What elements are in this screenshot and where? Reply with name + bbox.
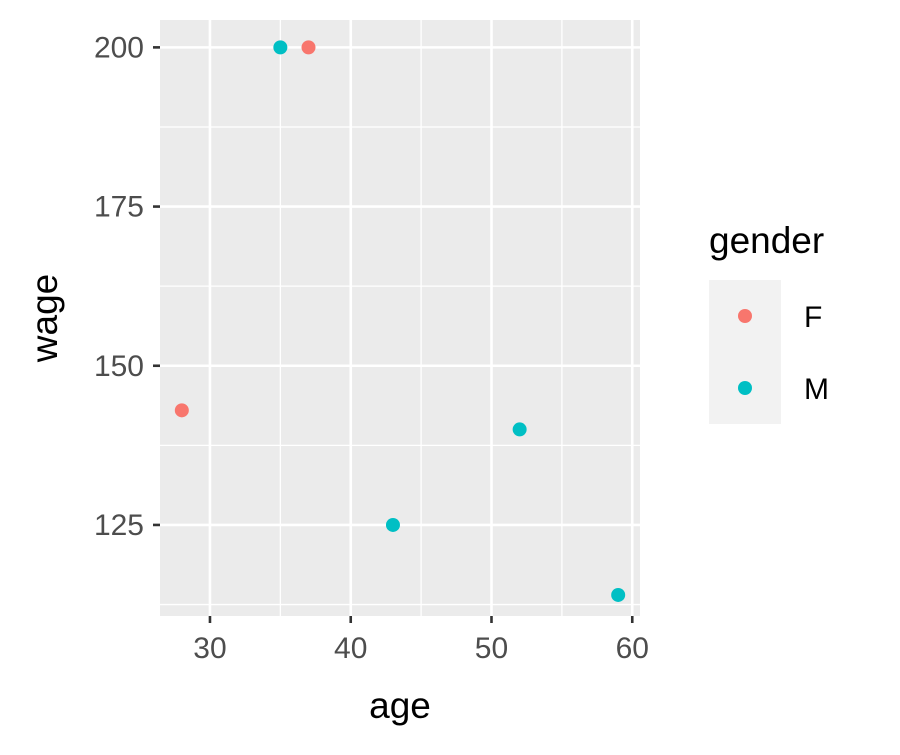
y-tick-label: 175 <box>94 191 144 224</box>
legend-label-M: M <box>804 373 829 406</box>
y-axis: 125 150 175 200 <box>94 31 160 542</box>
data-points <box>174 40 626 602</box>
data-point <box>512 422 527 437</box>
legend-entries: FM <box>738 301 829 406</box>
major-gridlines <box>160 20 640 616</box>
y-tick-label: 150 <box>94 350 144 383</box>
x-tick-label: 60 <box>616 632 649 665</box>
x-tick-label: 50 <box>475 632 508 665</box>
y-tick-label: 200 <box>94 31 144 64</box>
x-tick-label: 40 <box>334 632 367 665</box>
legend-key-M <box>738 381 752 395</box>
plot-panel <box>160 20 640 616</box>
legend-title: gender <box>709 220 824 261</box>
x-tick-label: 30 <box>193 632 226 665</box>
legend-key-background <box>709 280 781 424</box>
y-axis-title: wage <box>24 274 65 363</box>
data-point <box>273 40 288 55</box>
x-axis: 30 40 50 60 <box>193 616 649 665</box>
legend-label-F: F <box>804 301 822 334</box>
y-tick-label: 125 <box>94 509 144 542</box>
minor-gridlines <box>160 20 640 616</box>
legend-key-F <box>738 309 752 323</box>
data-point <box>385 517 400 532</box>
data-point <box>301 40 316 55</box>
x-axis-title: age <box>369 685 431 726</box>
data-point <box>174 403 189 418</box>
data-point <box>611 587 626 602</box>
legend: gender FM <box>709 220 829 424</box>
